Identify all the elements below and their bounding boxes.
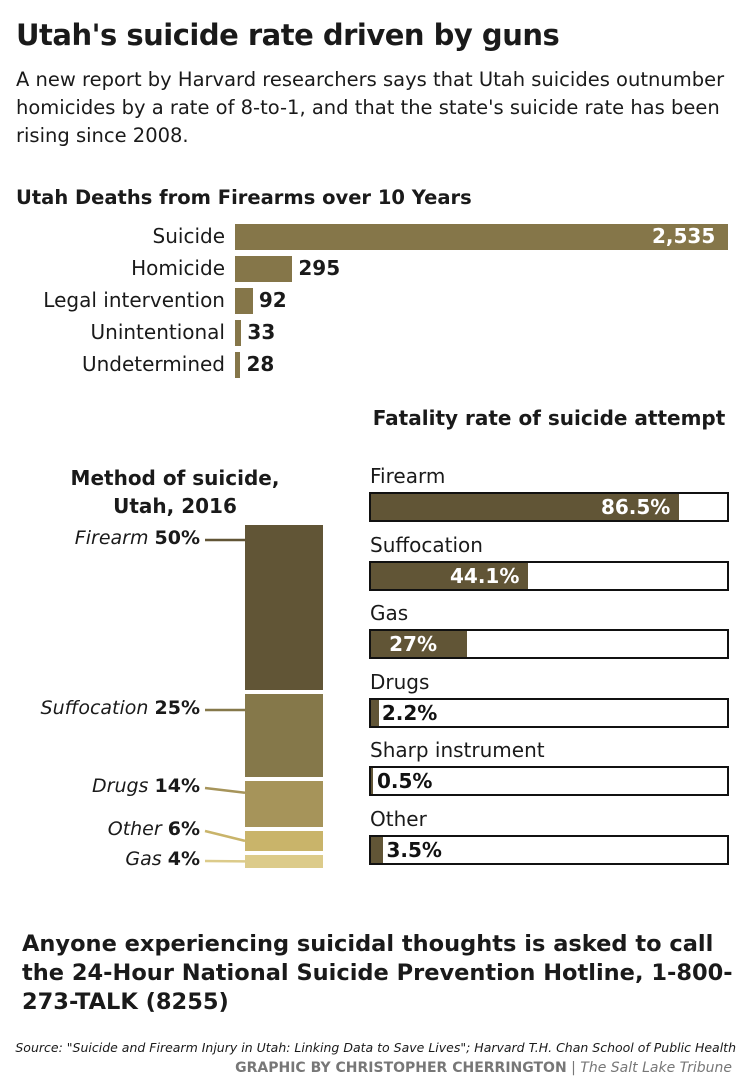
fatality-label: Firearm [370, 464, 446, 488]
publication-name: The Salt Lake Tribune [580, 1060, 732, 1076]
fatality-bar [371, 494, 679, 520]
segment-name: Firearm [74, 527, 149, 549]
subtitle: A new report by Harvard researchers says… [16, 68, 725, 147]
segment-name: Gas [125, 848, 162, 870]
fatality-value-label: 2.2% [381, 700, 438, 725]
stack-segment [245, 780, 323, 827]
fatality-bar-frame: 3.5% [369, 834, 729, 865]
fatality-label: Drugs [370, 669, 430, 694]
fatality-value-label: 44.1% [449, 563, 520, 588]
fatality-bar-frame: 86.5% [369, 492, 729, 522]
segment-label: Drugs 14% [92, 775, 200, 797]
bar-label: Legal intervention [43, 288, 225, 312]
segment-value: 25% [154, 697, 200, 719]
credit-separator: | [571, 1060, 576, 1076]
segment-name: Suffocation [40, 697, 149, 719]
fatality-bar [371, 562, 528, 589]
stack-segment [245, 694, 323, 777]
bar [235, 352, 241, 378]
credit-line: GRAPHIC BY CHRISTOPHER CHERRINGTON | The… [235, 1060, 732, 1076]
segment-name: Other [107, 818, 162, 840]
bar-value-label: 28 [246, 352, 275, 376]
fatality-bar [371, 768, 373, 794]
bar-value-label: 2,535 [652, 224, 716, 248]
fatality-bar [371, 836, 384, 863]
fatality-bar [371, 699, 379, 726]
fatality-bar-frame: 44.1% [369, 560, 729, 591]
fatality-bar-frame: 0.5% [369, 766, 729, 796]
fatality-value-label: 0.5% [377, 769, 433, 793]
fatality-label: Other [370, 806, 427, 831]
segment-label: Firearm 50% [75, 527, 200, 549]
leader-line [204, 829, 246, 843]
segment-name: Drugs [92, 775, 149, 797]
segment-value: 14% [154, 775, 200, 797]
page-title: Utah's suicide rate driven by guns [16, 18, 560, 52]
fatality-value-label: 27% [389, 632, 437, 656]
graphic-credit: GRAPHIC BY CHRISTOPHER CHERRINGTON [235, 1060, 567, 1076]
fatality-label: Gas [370, 601, 409, 625]
bar [235, 224, 728, 250]
bar-value-label: 295 [298, 256, 341, 280]
segment-value: 6% [167, 818, 200, 840]
leader-line [204, 786, 246, 794]
method-chart-title: Method of suicide, Utah, 2016 [70, 466, 280, 518]
fatality-bar [371, 631, 468, 657]
fatality-bar-frame: 27% [369, 629, 729, 659]
segment-label: Suffocation 25% [41, 697, 200, 719]
bar-value-label: 33 [247, 320, 276, 344]
segment-label: Gas 4% [125, 848, 200, 870]
fatality-value-label: 3.5% [386, 837, 442, 862]
fatality-value-label: 86.5% [600, 495, 671, 519]
stack-segment [245, 525, 323, 691]
fatality-chart-title: Fatality rate of suicide attempt [372, 406, 726, 430]
segment-label: Other 6% [108, 818, 200, 840]
fatality-label: Sharp instrument [370, 738, 545, 762]
bar-label: Unintentional [90, 320, 226, 344]
stack-segment [245, 830, 323, 851]
bar-label: Suicide [152, 224, 225, 248]
bar [235, 288, 253, 314]
stack-segment [245, 854, 323, 868]
bar-label: Homicide [131, 256, 225, 280]
firearm-deaths-chart-title: Utah Deaths from Firearms over 10 Years [16, 186, 472, 209]
fatality-bar-frame: 2.2% [369, 697, 729, 728]
source-note: Source: "Suicide and Firearm Injury in U… [15, 1040, 736, 1055]
bar [235, 320, 242, 346]
hotline-note: Anyone experiencing suicidal thoughts is… [22, 931, 733, 1015]
fatality-label: Suffocation [370, 532, 483, 557]
bar-label: Undetermined [81, 352, 225, 376]
segment-value: 50% [154, 527, 200, 549]
bar [235, 256, 293, 282]
bar-value-label: 92 [258, 288, 287, 312]
segment-value: 4% [167, 848, 200, 870]
